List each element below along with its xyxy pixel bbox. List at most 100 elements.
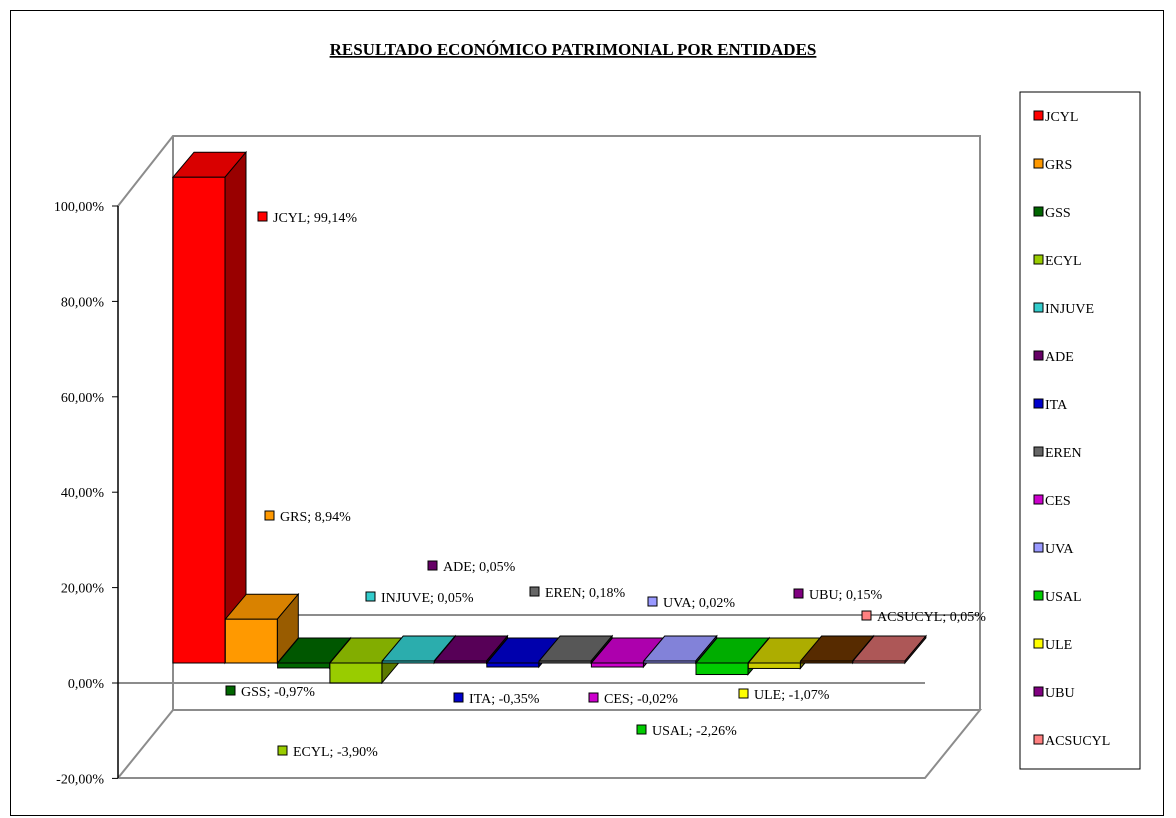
data-label-text: EREN; 0,18%	[545, 586, 625, 601]
bar-grs	[224, 592, 300, 665]
legend-item-ule: ULE	[1033, 638, 1072, 653]
legend-item-acsucyl: ACSUCYL	[1033, 734, 1110, 749]
bar-front	[434, 660, 487, 664]
y-axis: -20,00% 0,00% 20,00% 40,00% 60,00% 80,00% 100,…	[54, 200, 119, 787]
legend-box	[1019, 91, 1141, 770]
legend-swatch	[1033, 110, 1044, 121]
bar-front	[172, 176, 226, 664]
chart-frame	[10, 10, 1164, 816]
bars	[171, 150, 927, 685]
y-tick-label: -20,00%	[56, 772, 104, 787]
bar-front	[695, 662, 749, 676]
legend-item-grs: GRS	[1033, 158, 1072, 173]
legend-item-uva: UVA	[1033, 542, 1074, 557]
data-label-eren: EREN; 0,18%	[529, 586, 625, 601]
bar-front	[747, 662, 801, 669]
legend-swatch	[1033, 686, 1044, 697]
data-label-grs: GRS; 8,94%	[264, 510, 351, 525]
data-labels: JCYL; 99,14% GRS; 8,94% GSS; -0,97% ECYL; -…	[225, 211, 986, 760]
y-tick-label: 80,00%	[61, 295, 105, 310]
legend-swatch	[1033, 590, 1044, 601]
chart-walls	[117, 135, 983, 779]
bar-front	[590, 662, 644, 668]
bar-uva	[642, 634, 718, 665]
legend-label: UBU	[1045, 686, 1075, 701]
y-tick-label: 60,00%	[61, 391, 105, 406]
legend-label: ECYL	[1045, 254, 1082, 269]
y-tick-label: 20,00%	[61, 582, 105, 597]
data-label-text: UVA; 0,02%	[663, 596, 735, 611]
legend-item-ade: ADE	[1033, 350, 1074, 365]
bar-ecyl	[328, 636, 404, 685]
data-label-ule: ULE; -1,07%	[738, 688, 830, 703]
bar-front	[329, 662, 383, 684]
data-label-marker	[365, 591, 376, 602]
bar-front	[800, 660, 854, 664]
data-label-text: GSS; -0,97%	[241, 685, 315, 700]
chart-title: RESULTADO ECONÓMICO PATRIMONIAL POR ENTI…	[330, 40, 817, 59]
legend-item-ita: ITA	[1033, 398, 1068, 413]
back-wall-outline	[117, 135, 981, 710]
data-label-ecyl: ECYL; -3,90%	[277, 745, 378, 760]
bar-front	[538, 660, 592, 664]
legend-label: GRS	[1045, 158, 1072, 173]
y-tick-label: 40,00%	[61, 486, 105, 501]
legend-swatch	[1033, 302, 1044, 313]
bar-side	[224, 150, 247, 665]
legend-swatch	[1033, 206, 1044, 217]
y-tick-label: 100,00%	[54, 200, 105, 215]
floor-outline	[118, 709, 983, 779]
data-label-marker	[647, 596, 658, 607]
data-label-marker	[277, 745, 288, 756]
data-label-text: INJUVE; 0,05%	[381, 591, 474, 606]
bar-front	[277, 662, 331, 669]
data-label-text: USAL; -2,26%	[652, 724, 737, 739]
bar-front	[486, 662, 540, 668]
legend-label: UVA	[1045, 542, 1074, 557]
legend-label: INJUVE	[1045, 302, 1094, 317]
data-label-marker	[793, 588, 804, 599]
data-label-gss: GSS; -0,97%	[225, 685, 315, 700]
bar-front	[643, 660, 697, 664]
bar-jcyl	[171, 150, 248, 665]
legend-item-jcyl: JCYL	[1033, 110, 1078, 125]
data-label-text: JCYL; 99,14%	[273, 211, 357, 226]
legend-swatch	[1033, 254, 1044, 265]
bar-eren	[538, 634, 614, 665]
data-label-jcyl: JCYL; 99,14%	[257, 211, 357, 226]
data-label-text: GRS; 8,94%	[280, 510, 351, 525]
legend-swatch	[1033, 494, 1044, 505]
legend-label: ULE	[1045, 638, 1072, 653]
data-label-marker	[636, 724, 647, 735]
floor-left-edge	[117, 709, 174, 779]
legend-label: JCYL	[1045, 110, 1078, 125]
legend-label: GSS	[1045, 206, 1071, 221]
data-label-text: ULE; -1,07%	[754, 688, 830, 703]
bar-acsucyl	[851, 634, 927, 665]
y-tick-label: 0,00%	[68, 677, 105, 692]
data-label-injuve: INJUVE; 0,05%	[365, 591, 474, 606]
legend: JCYL GRS GSS ECYL INJUVE ADE ITA EREN CES UVA USAL…	[1019, 91, 1141, 770]
legend-item-gss: GSS	[1033, 206, 1071, 221]
legend-swatch	[1033, 158, 1044, 169]
legend-label: ACSUCYL	[1045, 734, 1110, 749]
legend-swatch	[1033, 446, 1044, 457]
legend-label: CES	[1045, 494, 1071, 509]
data-label-text: ACSUCYL; 0,05%	[877, 610, 986, 625]
data-label-text: UBU; 0,15%	[809, 588, 882, 603]
data-label-acsucyl: ACSUCYL; 0,05%	[861, 610, 986, 625]
legend-item-usal: USAL	[1033, 590, 1082, 605]
data-label-uva: UVA; 0,02%	[647, 596, 735, 611]
data-label-ubu: UBU; 0,15%	[793, 588, 882, 603]
legend-item-ecyl: ECYL	[1033, 254, 1082, 269]
bar-front	[224, 618, 278, 664]
legend-swatch	[1033, 638, 1044, 649]
data-label-marker	[264, 510, 275, 521]
data-label-text: ADE; 0,05%	[443, 560, 516, 575]
bar-front	[852, 660, 906, 664]
data-label-marker	[861, 610, 872, 621]
data-label-text: CES; -0,02%	[604, 692, 678, 707]
data-label-ita: ITA; -0,35%	[453, 692, 540, 707]
data-label-marker	[225, 685, 236, 696]
